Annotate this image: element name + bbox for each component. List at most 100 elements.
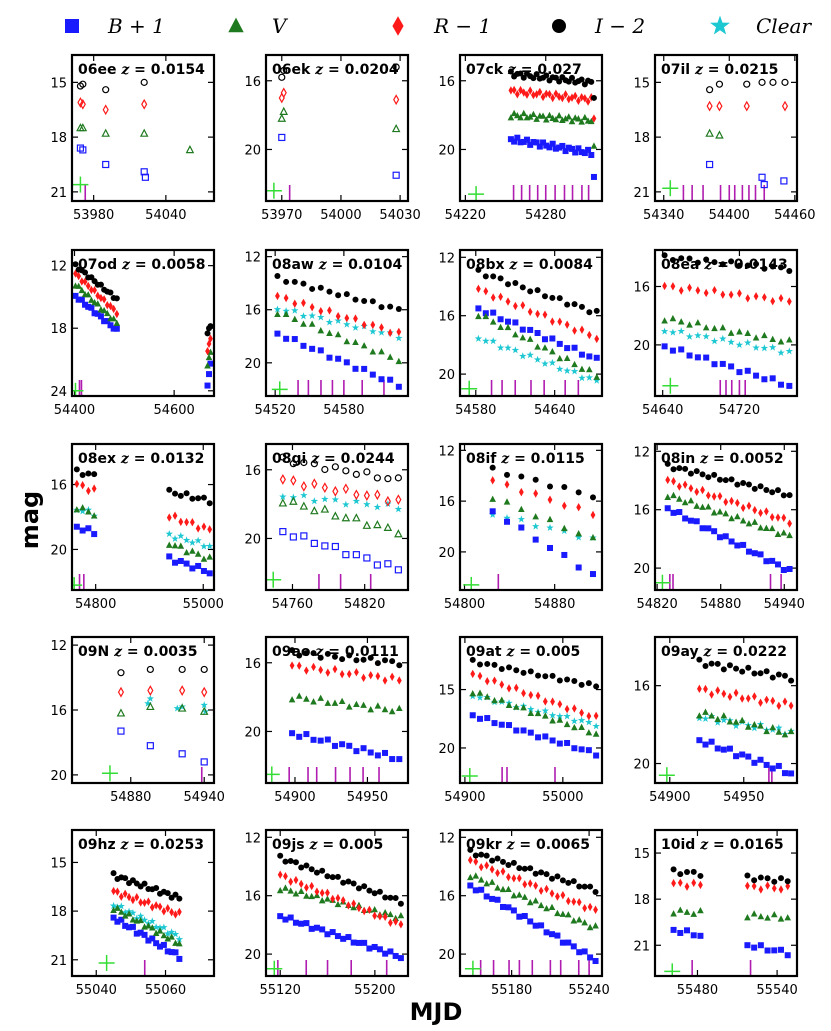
point-B [684, 927, 691, 934]
panel-08ex: 54800 55000 16 20 08ex z = 0.0132 [50, 442, 224, 612]
point-I [278, 73, 286, 81]
y-tick-label: 12 [438, 251, 455, 266]
point-I [714, 660, 721, 667]
point-R [765, 881, 770, 890]
panel-grid: 53980 54040 15 18 21 06ee z = 0.0154 53970 5400… [50, 53, 815, 998]
point-I [166, 486, 173, 493]
panel-z-value: = 0.0132 [129, 451, 205, 467]
point-B [195, 562, 202, 569]
point-I [764, 875, 771, 882]
point-I [576, 883, 583, 890]
point-B [541, 336, 548, 343]
point-B [757, 551, 764, 558]
point-R [361, 906, 367, 916]
point-C [785, 347, 794, 355]
point-R [172, 511, 178, 520]
point-B [300, 342, 307, 349]
point-B [527, 326, 534, 333]
point-R [761, 293, 767, 302]
y-tick-label: 15 [50, 856, 67, 871]
point-V [317, 694, 324, 701]
point-R [114, 309, 120, 319]
point-I [532, 870, 539, 877]
point-R [490, 476, 496, 485]
point-V [546, 515, 554, 523]
point-B [172, 559, 179, 566]
point-R [764, 695, 770, 704]
point-B [540, 139, 547, 146]
point-V [103, 309, 111, 317]
point-V [548, 903, 556, 911]
point-R [396, 676, 402, 685]
y-tick-label: 12 [50, 639, 67, 654]
point-R [283, 293, 289, 303]
point-V [288, 696, 296, 703]
point-R [325, 888, 330, 898]
point-I [289, 460, 297, 468]
point-B [335, 355, 342, 362]
point-I [546, 483, 553, 490]
point-R [576, 96, 581, 106]
point-C [377, 328, 386, 336]
x-tick-label: 54900 [274, 790, 315, 805]
point-B [303, 920, 310, 927]
point-R [292, 299, 298, 308]
point-C [317, 313, 325, 321]
point-R [372, 911, 378, 920]
point-I [331, 653, 338, 660]
point-V [575, 916, 583, 923]
panel-08bx: 54580 54640 12 16 20 08bx z = 0.0084 [438, 248, 604, 418]
point-C [200, 701, 208, 709]
point-C [109, 901, 118, 909]
point-R [492, 676, 497, 685]
point-B [91, 310, 98, 317]
point-V [561, 524, 568, 532]
point-I [355, 885, 362, 892]
point-I [313, 869, 320, 876]
point-B [571, 344, 578, 351]
point-V [774, 530, 782, 537]
point-R [498, 292, 503, 301]
point-V [121, 912, 129, 919]
point-V [274, 310, 281, 318]
point-I [122, 875, 129, 882]
panel-data [658, 656, 795, 783]
point-R [296, 661, 302, 670]
point-B [319, 926, 326, 933]
point-I [527, 865, 534, 872]
point-R [571, 704, 577, 713]
point-V [670, 910, 677, 917]
point-R [527, 879, 533, 888]
point-I [733, 665, 740, 672]
point-R [85, 281, 91, 291]
point-R [195, 524, 201, 533]
point-B [475, 305, 482, 312]
point-R [572, 326, 577, 335]
point-R [74, 479, 80, 489]
point-B [593, 354, 600, 361]
point-R [88, 285, 94, 295]
point-V [705, 128, 714, 137]
point-R [712, 285, 717, 295]
panel-title: 08bx z = 0.0084 [466, 257, 593, 273]
point-V [565, 911, 572, 918]
panel-title: 09kr z = 0.0065 [466, 837, 590, 853]
point-I [763, 487, 770, 494]
point-B [587, 954, 594, 961]
point-V [497, 323, 504, 331]
panel-z-label: z [318, 257, 328, 273]
panel-data [98, 870, 184, 976]
point-C [78, 507, 87, 515]
panel-z-label: z [119, 837, 129, 853]
point-C [279, 492, 287, 500]
point-R [553, 89, 559, 98]
panel-z-value: = 0.0204 [323, 62, 399, 78]
point-B [527, 729, 534, 736]
point-I [296, 652, 303, 659]
panel-z-value: = 0.0215 [703, 62, 779, 78]
point-R [745, 881, 750, 891]
point-V [116, 708, 126, 717]
point-R [737, 289, 742, 298]
point-R [549, 889, 555, 898]
point-B [310, 539, 318, 547]
